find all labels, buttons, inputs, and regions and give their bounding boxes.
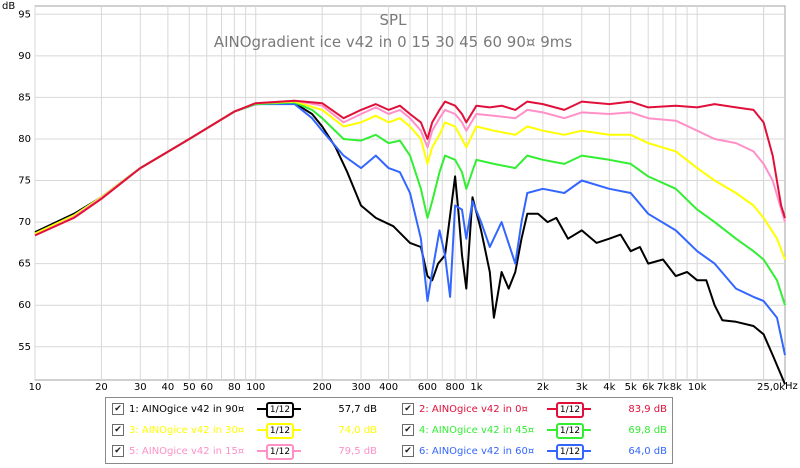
- legend-entry-2: ✔ 2: AINOgice v42 in 0¤ 1/12 83,9 dB: [402, 399, 667, 419]
- series-visibility-checkbox[interactable]: ✔: [402, 403, 414, 415]
- series-visibility-checkbox[interactable]: ✔: [402, 445, 414, 457]
- x-axis-ticks: 10 20 30 40 50 60 80 100 200 300 400 600 800 1k 2k 3k 4k…: [29, 382, 786, 393]
- x-tick-label: 100: [246, 382, 265, 393]
- x-tick-label: 5k: [625, 382, 637, 393]
- legend-series-name: 2: AINOgice v42 in 0¤: [419, 403, 528, 415]
- x-tick-label: 600: [418, 382, 437, 393]
- legend-series-name: 3: AINOgice v42 in 30¤: [129, 424, 245, 436]
- legend-smoothing-swatch[interactable]: 1/12: [257, 443, 301, 460]
- series-line-6: [34, 103, 786, 356]
- x-axis-unit-label: Hz: [785, 381, 798, 392]
- series-visibility-checkbox[interactable]: ✔: [402, 424, 414, 436]
- chart-subtitle: AINOgradient ice v42 in 0 15 30 45 60 90…: [214, 33, 573, 51]
- legend-series-name: 5: AINOgice v42 in 15¤: [129, 445, 245, 457]
- legend-smoothing-swatch[interactable]: 1/12: [257, 401, 301, 418]
- legend-entry-1: ✔ 1: AINOgice v42 in 90¤ 1/12 57,7 dB: [112, 399, 377, 419]
- x-tick-label: 1k: [470, 382, 482, 393]
- x-tick-label: 8k: [670, 382, 682, 393]
- legend-smoothing-label: 1/12: [266, 402, 294, 418]
- grid-lines: [34, 6, 785, 380]
- series-visibility-checkbox[interactable]: ✔: [112, 424, 124, 436]
- legend-smoothing-label: 1/12: [266, 444, 294, 460]
- legend-entry-6: ✔ 6: AINOgice v42 in 60¤ 1/12 64,0 dB: [402, 441, 667, 461]
- legend-smoothing-swatch[interactable]: 1/12: [547, 443, 591, 460]
- legend-smoothing-label: 1/12: [556, 423, 584, 439]
- legend-smoothing-label: 1/12: [266, 423, 294, 439]
- legend-smoothing-label: 1/12: [556, 444, 584, 460]
- legend-entry-5: ✔ 5: AINOgice v42 in 15¤ 1/12 79,5 dB: [112, 441, 377, 461]
- legend-smoothing-swatch[interactable]: 1/12: [547, 422, 591, 439]
- x-tick-label: 7k: [657, 382, 669, 393]
- x-tick-label: 6k: [642, 382, 654, 393]
- y-tick-label: 95: [18, 9, 31, 20]
- legend-smoothing-swatch[interactable]: 1/12: [547, 401, 591, 418]
- legend-level-value: 83,9 dB: [628, 403, 667, 415]
- x-tick-label: 80: [228, 382, 241, 393]
- legend-panel: ✔ 1: AINOgice v42 in 90¤ 1/12 57,7 dB ✔ 2: AI…: [105, 397, 673, 464]
- series-line-1: [34, 102, 786, 385]
- y-tick-label: 55: [18, 342, 31, 353]
- y-tick-label: 90: [18, 51, 31, 62]
- y-axis-unit-label: dB: [2, 1, 15, 12]
- x-tick-label: 30: [134, 382, 147, 393]
- y-tick-label: 85: [18, 92, 31, 103]
- x-tick-label: 300: [351, 382, 370, 393]
- y-tick-label: 60: [18, 300, 31, 311]
- legend-level-value: 57,7 dB: [338, 403, 377, 415]
- x-tick-label: 20: [95, 382, 108, 393]
- x-tick-label: 10k: [688, 382, 707, 393]
- legend-smoothing-label: 1/12: [556, 402, 584, 418]
- x-tick-label: 800: [446, 382, 465, 393]
- x-tick-label: 50: [183, 382, 196, 393]
- legend-entry-4: ✔ 4: AINOgice v42 in 45¤ 1/12 69,8 dB: [402, 420, 667, 440]
- x-tick-label: 40: [162, 382, 175, 393]
- legend-level-value: 79,5 dB: [338, 445, 377, 457]
- x-tick-label: 2k: [537, 382, 549, 393]
- x-tick-label: 200: [313, 382, 332, 393]
- x-tick-label: 10: [29, 382, 42, 393]
- series-line-2: [34, 99, 786, 237]
- legend-smoothing-swatch[interactable]: 1/12: [257, 422, 301, 439]
- data-series: [34, 99, 786, 385]
- x-tick-label: 3k: [576, 382, 588, 393]
- chart-title: SPL: [380, 11, 408, 29]
- x-tick-label: 60: [200, 382, 213, 393]
- legend-level-value: 64,0 dB: [628, 445, 667, 457]
- legend-series-name: 6: AINOgice v42 in 60¤: [419, 445, 535, 457]
- legend-series-name: 1: AINOgice v42 in 90¤: [129, 403, 245, 415]
- x-tick-label: 25,0k: [757, 382, 785, 393]
- y-tick-label: 80: [18, 134, 31, 145]
- y-tick-label: 65: [18, 259, 31, 270]
- x-tick-label: 4k: [603, 382, 615, 393]
- series-visibility-checkbox[interactable]: ✔: [112, 445, 124, 457]
- x-tick-label: 400: [379, 382, 398, 393]
- legend-level-value: 69,8 dB: [628, 424, 667, 436]
- y-axis-ticks: 95 90 85 80 75 70 65 60 55: [18, 9, 31, 352]
- y-tick-label: 70: [18, 217, 31, 228]
- legend-series-name: 4: AINOgice v42 in 45¤: [419, 424, 535, 436]
- legend-entry-3: ✔ 3: AINOgice v42 in 30¤ 1/12 74,0 dB: [112, 420, 377, 440]
- y-tick-label: 75: [18, 176, 31, 187]
- series-visibility-checkbox[interactable]: ✔: [112, 403, 124, 415]
- legend-level-value: 74,0 dB: [338, 424, 377, 436]
